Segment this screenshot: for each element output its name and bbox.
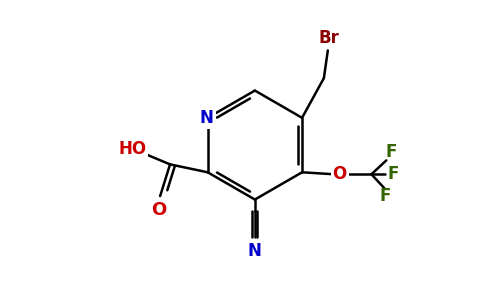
Text: Br: Br (318, 28, 339, 46)
Text: N: N (200, 109, 213, 127)
Text: O: O (333, 165, 347, 183)
Text: F: F (379, 187, 391, 205)
Text: N: N (248, 242, 262, 260)
Text: O: O (151, 201, 167, 219)
Text: F: F (386, 143, 397, 161)
Text: HO: HO (118, 140, 147, 158)
Text: F: F (388, 165, 399, 183)
